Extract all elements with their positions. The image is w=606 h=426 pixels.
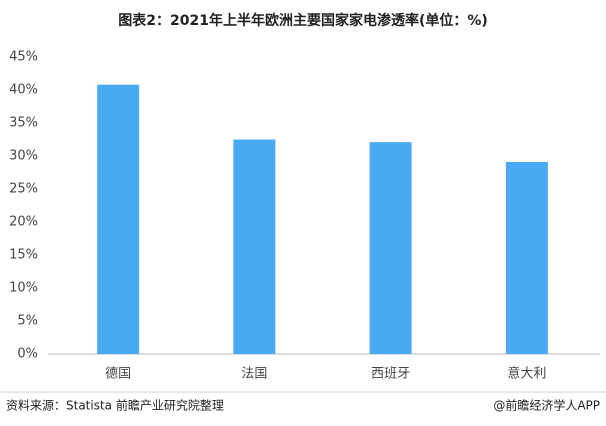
x-tick-label: 德国 — [105, 367, 131, 382]
chart-title: 图表2：2021年上半年欧洲主要国家家电渗透率(单位：%) — [118, 12, 488, 29]
y-tick-label: 0% — [17, 347, 38, 362]
x-tick-label: 意大利 — [507, 366, 546, 382]
y-tick-label: 10% — [9, 281, 38, 296]
bar — [233, 139, 276, 354]
y-tick-label: 40% — [9, 83, 38, 98]
bar — [369, 142, 412, 354]
y-tick-label: 5% — [17, 314, 38, 329]
bar — [97, 84, 140, 354]
credit: @前瞻经济学人APP — [493, 398, 600, 413]
y-tick-label: 45% — [9, 50, 38, 65]
bar — [505, 161, 548, 354]
y-tick-label: 25% — [9, 182, 38, 197]
x-tick-label: 西班牙 — [371, 367, 410, 382]
y-tick-label: 35% — [9, 116, 38, 131]
source: 资料来源：Statista 前瞻产业研究院整理 — [6, 398, 224, 413]
y-tick-label: 30% — [9, 149, 38, 164]
y-tick-label: 20% — [9, 215, 38, 230]
y-tick-label: 15% — [9, 248, 38, 263]
x-tick-label: 法国 — [241, 367, 267, 382]
